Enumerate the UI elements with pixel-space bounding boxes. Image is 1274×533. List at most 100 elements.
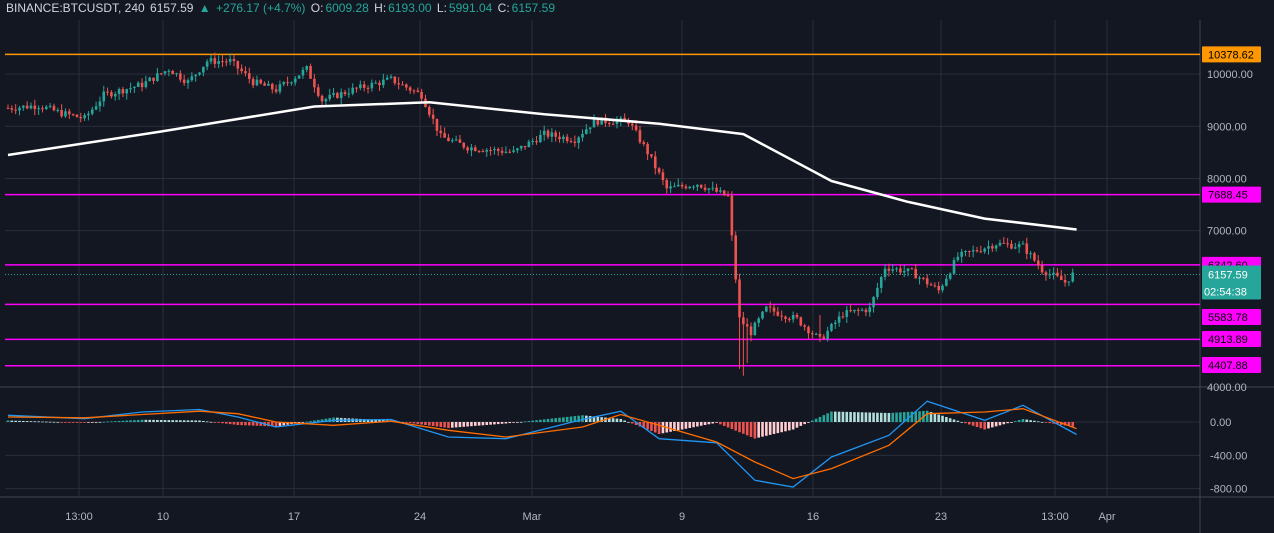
candle-body xyxy=(585,129,588,134)
macd-histogram-bar xyxy=(772,422,776,434)
candle-body xyxy=(761,311,764,319)
symbol-label[interactable]: BINANCE:BTCUSDT, 240 xyxy=(6,1,145,15)
macd-histogram-bar xyxy=(776,422,780,434)
candle-body xyxy=(895,268,898,270)
price-change: +276.17 (+4.7%) xyxy=(216,1,306,15)
high-label: H: xyxy=(374,1,387,15)
candle-body xyxy=(52,105,56,111)
last-price: 6157.59 xyxy=(150,1,194,15)
macd-histogram-bar xyxy=(531,420,535,422)
macd-histogram-bar xyxy=(328,418,332,422)
candle-body xyxy=(592,118,596,128)
candle-body xyxy=(167,70,171,72)
macd-histogram-bar xyxy=(270,422,274,427)
macd-histogram-bar xyxy=(657,422,661,434)
macd-tick-label: -400.00 xyxy=(1210,450,1247,462)
macd-histogram-bar xyxy=(117,420,121,422)
candle-body xyxy=(366,87,370,89)
macd-histogram-bar xyxy=(75,422,79,423)
macd-histogram-bar xyxy=(734,422,737,431)
candle-body xyxy=(359,84,362,89)
low-label: L: xyxy=(436,1,447,15)
candle-body xyxy=(646,143,649,155)
candle-body xyxy=(263,83,266,86)
macd-histogram-bar xyxy=(259,422,263,426)
macd-histogram-bar xyxy=(45,421,48,423)
candle-body xyxy=(94,106,98,110)
level-badge-label: 10378.62 xyxy=(1208,49,1254,61)
macd-histogram-bar xyxy=(439,422,443,427)
macd-histogram-bar xyxy=(757,422,760,438)
macd-histogram-bar xyxy=(286,422,289,425)
macd-histogram-bar xyxy=(910,411,914,422)
macd-histogram-bar xyxy=(90,422,94,423)
candle-body xyxy=(987,246,990,249)
candle-body xyxy=(634,125,638,131)
macd-histogram-bar xyxy=(301,422,305,423)
macd-histogram-bar xyxy=(707,422,711,425)
macd-histogram-bar xyxy=(1040,421,1044,423)
legend-header: BINANCE:BTCUSDT, 240 6157.59 ▲ +276.17 (… xyxy=(6,1,557,15)
macd-histogram-bar xyxy=(144,419,148,422)
candle-body xyxy=(408,87,412,91)
candle-body xyxy=(948,273,952,279)
candle-body xyxy=(788,318,791,320)
candle-body xyxy=(879,277,883,288)
candle-body xyxy=(577,137,580,143)
candle-body xyxy=(791,314,795,320)
macd-histogram-bar xyxy=(182,420,186,422)
candle-body xyxy=(638,130,642,143)
time-tick-label: 23 xyxy=(935,511,947,523)
candle-body xyxy=(144,81,148,88)
moving-average-line xyxy=(7,101,1077,231)
macd-histogram-bar xyxy=(110,421,113,423)
candle-body xyxy=(198,72,201,75)
macd-histogram-bar xyxy=(366,419,370,422)
candle-body xyxy=(278,84,282,92)
candle-body xyxy=(845,310,849,317)
candle-body xyxy=(596,118,600,125)
candle-body xyxy=(887,268,891,271)
macd-histogram-bar xyxy=(477,422,481,426)
candle-body xyxy=(615,120,619,125)
grid-lines xyxy=(0,20,1274,533)
candle-body xyxy=(389,76,393,78)
macd-histogram-bar xyxy=(504,422,508,424)
level-badge-label: 5583.78 xyxy=(1208,312,1248,324)
macd-histogram-bar xyxy=(830,411,833,422)
macd-histogram-bar xyxy=(247,422,251,426)
macd-histogram-bar xyxy=(1025,419,1029,422)
macd-histogram-bar xyxy=(987,422,990,429)
candle-body xyxy=(316,87,320,96)
macd-histogram-bar xyxy=(860,412,864,422)
macd-histogram-bar xyxy=(661,422,665,434)
candle-body xyxy=(684,186,688,189)
candle-body xyxy=(182,79,186,83)
candle-body xyxy=(102,91,106,102)
candle-body xyxy=(171,70,174,75)
macd-histogram-bar xyxy=(255,422,259,426)
close-label: C: xyxy=(497,1,510,15)
macd-histogram-bar xyxy=(324,418,328,422)
candle-body xyxy=(382,79,385,86)
candle-body xyxy=(489,149,492,151)
candle-body xyxy=(726,195,730,197)
candle-body xyxy=(232,59,236,62)
macd-histogram-bar xyxy=(209,421,213,423)
candle-body xyxy=(562,136,565,140)
macd-histogram-bar xyxy=(876,412,879,422)
macd-histogram-bar xyxy=(653,422,657,433)
macd-histogram-bar xyxy=(726,422,730,428)
candle-body xyxy=(362,84,366,88)
candle-body xyxy=(519,145,523,149)
candle-body xyxy=(351,87,354,94)
macd-histogram-bar xyxy=(581,415,584,422)
candle-body xyxy=(818,333,822,337)
macd-histogram-bar xyxy=(891,412,895,422)
macd-histogram-bar xyxy=(608,417,611,422)
macd-histogram-bar xyxy=(535,420,538,422)
candle-body xyxy=(1059,275,1063,281)
macd-histogram-bar xyxy=(902,412,906,422)
candle-body xyxy=(148,77,152,82)
